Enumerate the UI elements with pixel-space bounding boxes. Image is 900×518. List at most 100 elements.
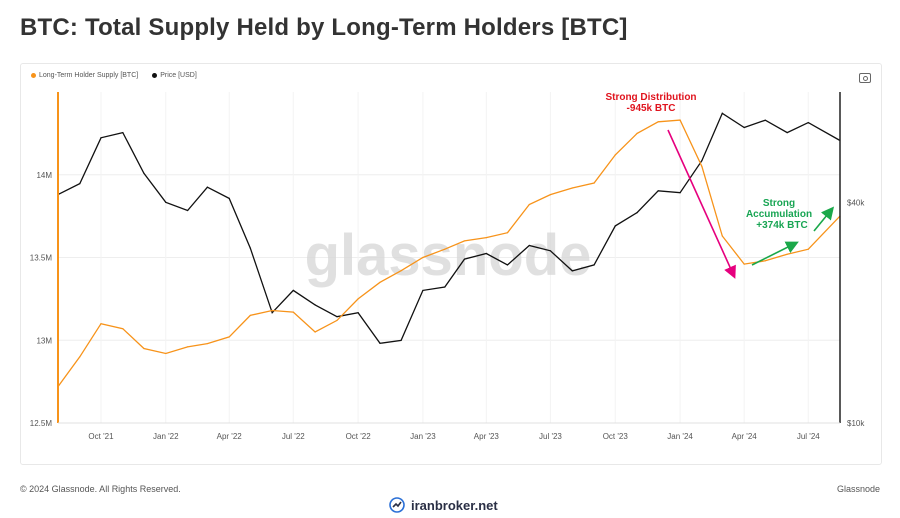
annotation-accumulation-1: Strong bbox=[763, 198, 795, 209]
x-tick-label: Apr '22 bbox=[217, 432, 243, 441]
x-tick-label: Oct '21 bbox=[88, 432, 114, 441]
axes: 12.5M 13M 13.5M 14M $10k $40k Oct '21 Jan '22 Ap… bbox=[30, 92, 865, 441]
lth-point bbox=[506, 232, 509, 234]
lth-point bbox=[679, 119, 681, 121]
price-point bbox=[357, 312, 359, 314]
annotation-accumulation-3: +374k BTC bbox=[756, 220, 807, 231]
lth-point bbox=[701, 165, 703, 168]
annotation-distribution-2: -945k BTC bbox=[627, 103, 676, 114]
camera-icon[interactable] bbox=[859, 73, 871, 83]
price-point bbox=[506, 264, 509, 266]
page-title: BTC: Total Supply Held by Long-Term Hold… bbox=[20, 14, 628, 41]
lth-point bbox=[657, 121, 659, 123]
lth-point bbox=[336, 319, 338, 321]
lth-point bbox=[379, 281, 381, 283]
price-point bbox=[786, 131, 788, 134]
y-left-tick-label: 12.5M bbox=[30, 419, 53, 428]
lth-point bbox=[721, 235, 723, 237]
price-point bbox=[807, 122, 809, 124]
price-point bbox=[485, 252, 487, 255]
accumulation-arrow-2 bbox=[813, 206, 835, 232]
price-point bbox=[379, 342, 381, 344]
price-point bbox=[187, 209, 189, 212]
y-left-tick-label: 14M bbox=[36, 171, 52, 180]
lth-point bbox=[187, 346, 189, 348]
price-point bbox=[336, 316, 338, 318]
lth-point bbox=[400, 270, 402, 272]
lth-point bbox=[549, 194, 552, 196]
price-point bbox=[79, 182, 81, 185]
lth-point bbox=[249, 314, 251, 317]
x-tick-label: Jul '22 bbox=[282, 432, 305, 441]
price-point bbox=[271, 312, 273, 314]
lth-point bbox=[571, 187, 573, 189]
lth-point bbox=[228, 336, 230, 338]
price-point bbox=[463, 258, 466, 260]
price-point bbox=[292, 289, 294, 292]
x-tick-label: Oct '23 bbox=[603, 432, 629, 441]
lth-point bbox=[485, 237, 487, 239]
lth-point bbox=[100, 323, 102, 325]
lth-point bbox=[444, 248, 446, 250]
x-tick-label: Jan '22 bbox=[153, 432, 179, 441]
price-point bbox=[100, 137, 102, 139]
price-point bbox=[249, 247, 251, 249]
x-tick-label: Jan '23 bbox=[410, 432, 436, 441]
legend: Long-Term Holder Supply [BTC] Price [USD… bbox=[31, 72, 197, 79]
x-tick-label: Apr '24 bbox=[732, 432, 758, 441]
lth-point bbox=[786, 253, 788, 255]
price-point bbox=[593, 264, 595, 266]
legend-label-price: Price [USD] bbox=[160, 72, 197, 79]
site-brand[interactable]: iranbroker.net bbox=[389, 497, 498, 513]
legend-label-lth: Long-Term Holder Supply [BTC] bbox=[39, 72, 139, 79]
price-point bbox=[422, 289, 424, 292]
price-point bbox=[143, 172, 145, 174]
x-tick-label: Jan '24 bbox=[667, 432, 693, 441]
footer-brand: Glassnode bbox=[836, 484, 880, 494]
lth-point bbox=[206, 342, 208, 345]
price-point bbox=[679, 192, 681, 194]
lth-point bbox=[357, 298, 359, 300]
lth-point bbox=[743, 263, 745, 265]
legend-item-lth[interactable]: Long-Term Holder Supply [BTC] bbox=[31, 72, 138, 79]
accumulation-arrow-1 bbox=[751, 241, 799, 266]
price-point bbox=[614, 225, 616, 227]
price-point bbox=[165, 201, 167, 203]
watermark: glassnode bbox=[305, 223, 592, 288]
grid bbox=[58, 92, 840, 424]
annotation-accumulation-2: Accumulation bbox=[746, 209, 812, 220]
y-left-tick-label: 13.5M bbox=[30, 254, 53, 263]
lth-point bbox=[593, 182, 595, 184]
price-point bbox=[636, 212, 638, 214]
price-point bbox=[400, 339, 402, 342]
site-name: iranbroker.net bbox=[411, 497, 498, 513]
lth-point bbox=[143, 347, 145, 350]
price-point bbox=[721, 112, 723, 114]
lth-point bbox=[614, 154, 616, 156]
legend-dot-lth bbox=[31, 73, 36, 78]
lth-point bbox=[122, 328, 124, 330]
series-group bbox=[57, 112, 841, 388]
price-point bbox=[571, 270, 573, 272]
x-tick-label: Apr '23 bbox=[474, 432, 500, 441]
price-point bbox=[743, 126, 745, 129]
lth-point bbox=[764, 260, 766, 262]
x-tick-label: Jul '23 bbox=[539, 432, 562, 441]
lth-point bbox=[807, 248, 809, 250]
y-right-tick-label: $40k bbox=[847, 198, 865, 207]
lth-point bbox=[422, 256, 424, 259]
lth-point bbox=[165, 352, 167, 355]
price-point bbox=[701, 159, 703, 162]
chart-trend-icon bbox=[389, 497, 405, 513]
lth-point bbox=[463, 240, 466, 242]
distribution-arrow bbox=[667, 129, 736, 279]
price-point bbox=[314, 304, 316, 306]
y-left-tick-label: 13M bbox=[36, 336, 52, 345]
legend-dot-price bbox=[152, 73, 158, 78]
chart-card: Long-Term Holder Supply [BTC] Price [USD… bbox=[20, 63, 882, 465]
price-point bbox=[764, 119, 766, 121]
legend-item-price[interactable]: Price [USD] bbox=[152, 72, 197, 79]
y-right-tick-label: $10k bbox=[847, 419, 865, 428]
lth-point bbox=[314, 331, 316, 333]
